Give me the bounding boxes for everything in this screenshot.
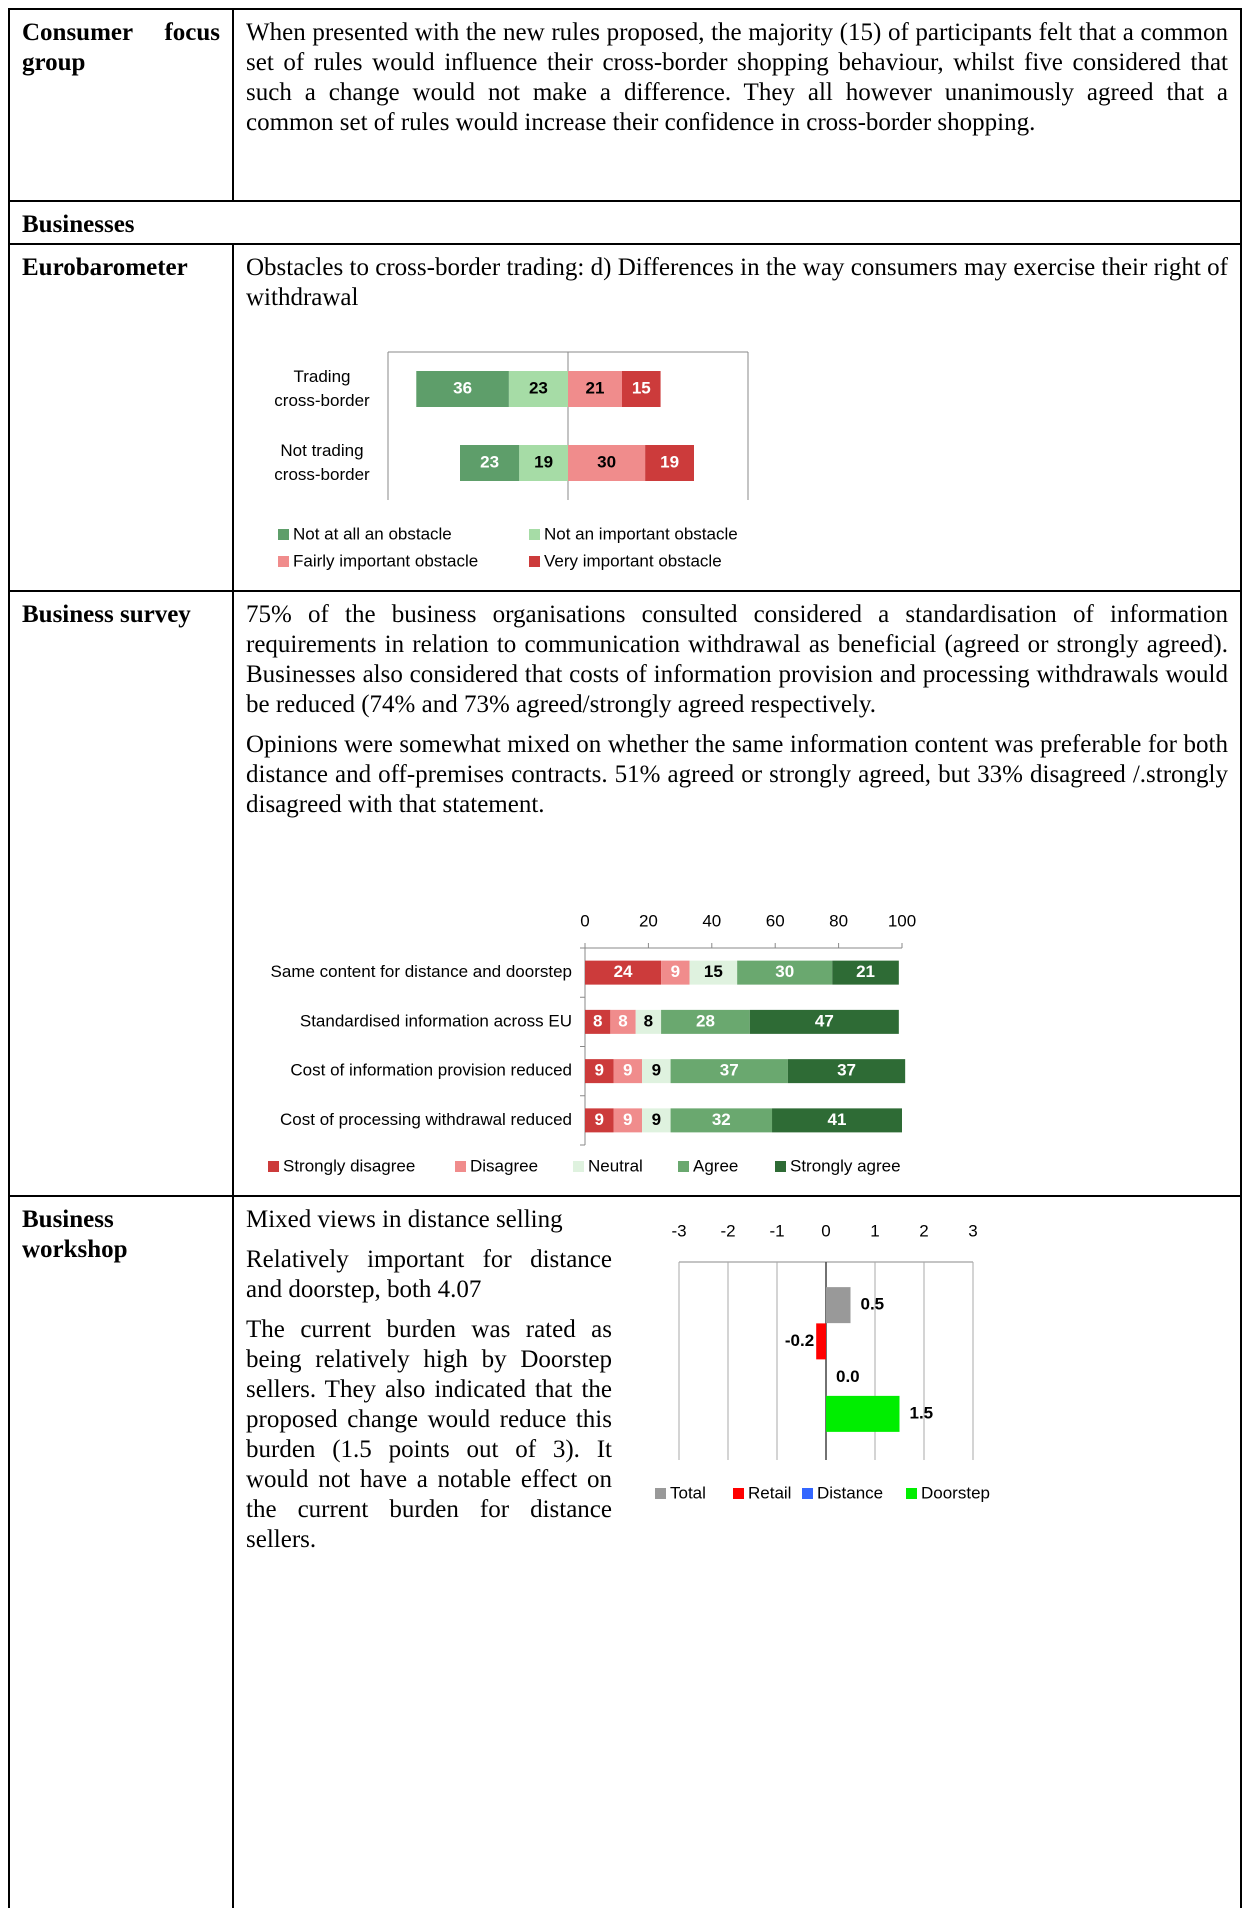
row-label: Eurobarometer: [8, 243, 234, 592]
category-label: Trading cross-border: [274, 367, 370, 410]
paragraph: Mixed views in distance selling: [246, 1206, 563, 1233]
row: Eurobarometer Obstacles to cross-border …: [8, 243, 1242, 592]
paragraph: Opinions were somewhat mixed on whether …: [246, 731, 1228, 818]
cell: 75% of the business organisations consul…: [232, 590, 1242, 1197]
section-header: Businesses: [8, 200, 1242, 245]
row: Businesses: [8, 200, 1242, 245]
paragraph: Obstacles to cross-border trading: d) Di…: [246, 254, 1228, 311]
row-label: Business survey: [8, 590, 234, 1197]
paragraph: Relatively important for distance and do…: [246, 1246, 612, 1303]
row: Consumer focus group When presented with…: [8, 8, 1242, 202]
paragraph: When presented with the new rules propos…: [246, 19, 1228, 136]
row: Business survey 75% of the business orga…: [8, 590, 1242, 1197]
paragraph: The current burden was rated as being re…: [246, 1316, 612, 1553]
category-label: Not trading cross-border: [274, 441, 370, 484]
row: Business workshop Mixed views in distanc…: [8, 1195, 1242, 1908]
cell: Obstacles to cross-border trading: d) Di…: [232, 243, 1242, 592]
document-table: Consumer focus group When presented with…: [8, 8, 1242, 1908]
cell: Mixed views in distance selling Relative…: [232, 1195, 1242, 1908]
cell: When presented with the new rules propos…: [232, 8, 1242, 202]
row-label: Business workshop: [8, 1195, 234, 1908]
row-label: Consumer focus group: [8, 8, 234, 202]
paragraph: 75% of the business organisations consul…: [246, 601, 1228, 718]
